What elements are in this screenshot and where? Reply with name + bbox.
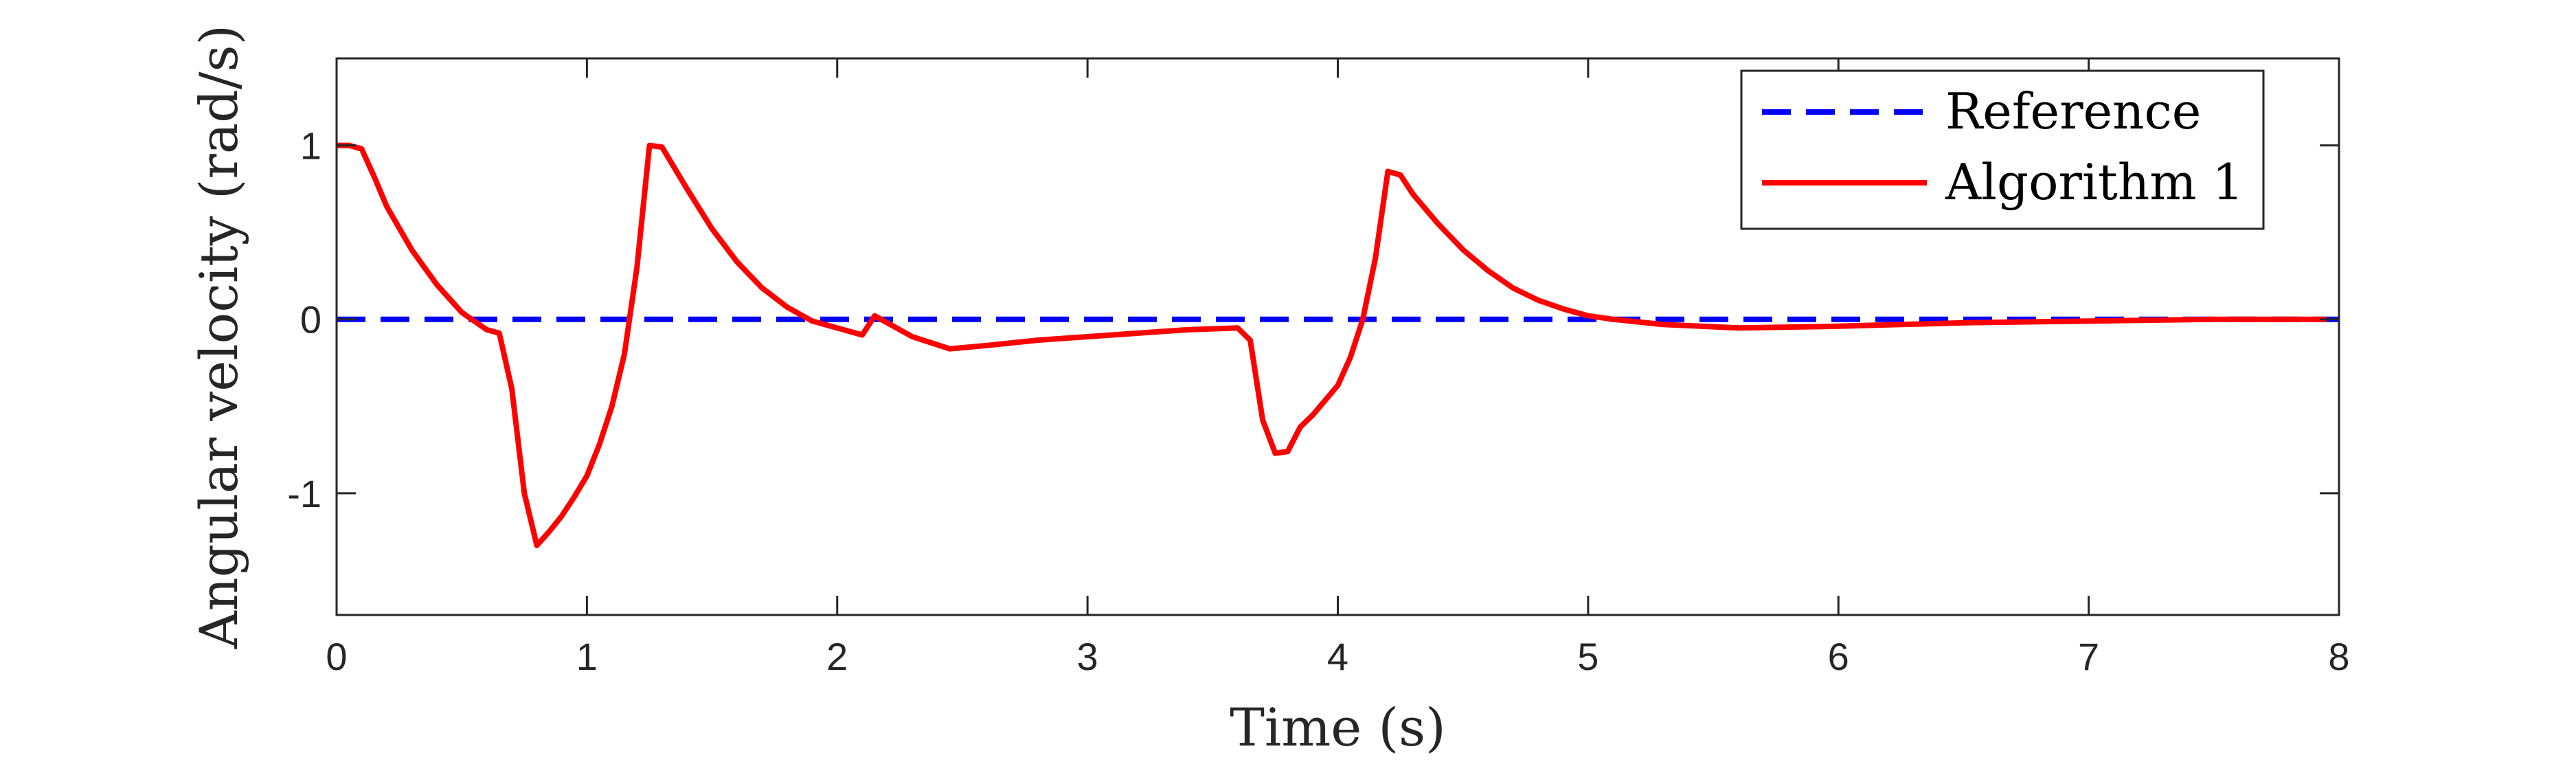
x-axis-title: Time (s) — [1230, 697, 1446, 758]
x-tick-label: 8 — [2328, 635, 2349, 678]
x-tick-label: 2 — [826, 635, 848, 678]
y-tick-label: 0 — [300, 298, 321, 341]
x-tick-label: 7 — [2078, 635, 2099, 678]
x-tick-label: 4 — [1327, 635, 1348, 678]
axes: 0 1 2 3 4 5 6 7 8 1 0 -1 — [287, 57, 2350, 678]
series-line-algorithm-1 — [337, 142, 2327, 548]
x-tick-label: 0 — [326, 635, 347, 678]
plot-area — [337, 142, 2339, 548]
y-tick-label: 1 — [300, 124, 321, 168]
legend-label: Reference — [1945, 82, 2201, 140]
x-tick-label: 1 — [576, 635, 598, 678]
legend-label: Algorithm 1 — [1945, 153, 2244, 211]
legend: Reference Algorithm 1 — [1740, 69, 2265, 230]
x-tick-label: 6 — [1828, 635, 1849, 678]
y-tick-label: -1 — [287, 472, 321, 515]
x-tick-label: 5 — [1577, 635, 1598, 678]
y-axis-title: Angular velocity (rad/s) — [188, 25, 249, 649]
legend-box — [1740, 69, 2265, 230]
x-tick-label: 3 — [1077, 635, 1098, 678]
